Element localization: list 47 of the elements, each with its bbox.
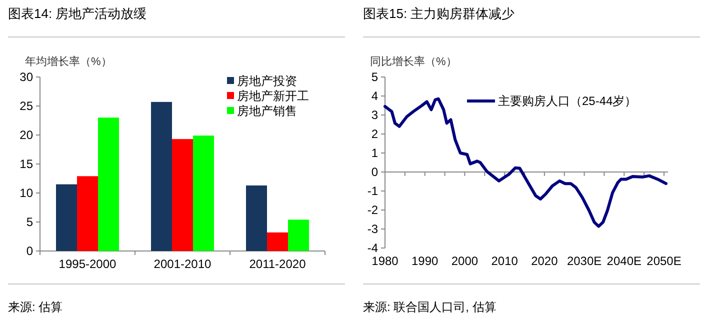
x-tick-label: 2040E [606, 254, 642, 268]
y-tick-label: -2 [367, 203, 378, 217]
y-tick-label: 3 [371, 108, 378, 122]
chart-title: 图表14: 房地产活动放缓 [8, 6, 147, 21]
bar [288, 220, 309, 251]
legend-label: 主要购房人口（25-44岁） [498, 94, 637, 108]
x-tick-label: 2000 [451, 254, 478, 268]
x-tick-label: 1980 [372, 254, 399, 268]
y-tick-label: 25 [20, 99, 34, 113]
y-tick-label: -4 [367, 241, 378, 255]
y-tick-label: 5 [371, 70, 378, 84]
x-tick-label: 1990 [412, 254, 439, 268]
bar [98, 118, 119, 251]
legend-label: 房地产投资 [237, 74, 297, 88]
chart-title: 图表15: 主力购房群体减少 [363, 6, 515, 21]
y-axis-title: 同比增长率（%） [370, 55, 457, 68]
x-tick-label: 2030E [566, 254, 602, 268]
y-tick-label: 4 [371, 89, 378, 103]
bar [193, 136, 214, 251]
y-axis-title: 年均增长率（%） [25, 55, 112, 68]
y-tick-label: 30 [20, 70, 34, 84]
x-tick-label: 2010 [491, 254, 518, 268]
y-tick-label: 0 [26, 244, 34, 258]
source-note: 来源: 估算 [8, 300, 63, 314]
bar [151, 102, 172, 251]
bar [246, 185, 267, 251]
legend-label: 房地产销售 [237, 104, 297, 118]
y-tick-label: 15 [20, 157, 34, 171]
x-tick-label: 2011-2020 [249, 257, 306, 271]
bar [77, 176, 98, 251]
bar [267, 232, 288, 251]
y-tick-label: 10 [20, 186, 34, 200]
bar [172, 139, 193, 251]
y-tick-label: 20 [20, 128, 34, 142]
bar [56, 184, 77, 251]
x-tick-label: 2001-2010 [154, 257, 212, 271]
y-tick-label: -3 [367, 222, 378, 236]
legend-label: 房地产新开工 [237, 89, 309, 103]
y-tick-label: 5 [26, 215, 34, 229]
x-tick-label: 1995-2000 [58, 257, 117, 271]
y-tick-label: 0 [371, 165, 378, 179]
y-tick-label: 2 [371, 127, 378, 141]
y-tick-label: -1 [367, 184, 378, 198]
x-tick-label: 2020 [531, 254, 558, 268]
y-tick-label: 1 [371, 146, 378, 160]
source-note: 来源: 联合国人口司, 估算 [363, 300, 496, 314]
x-tick-label: 2050E [646, 254, 682, 268]
